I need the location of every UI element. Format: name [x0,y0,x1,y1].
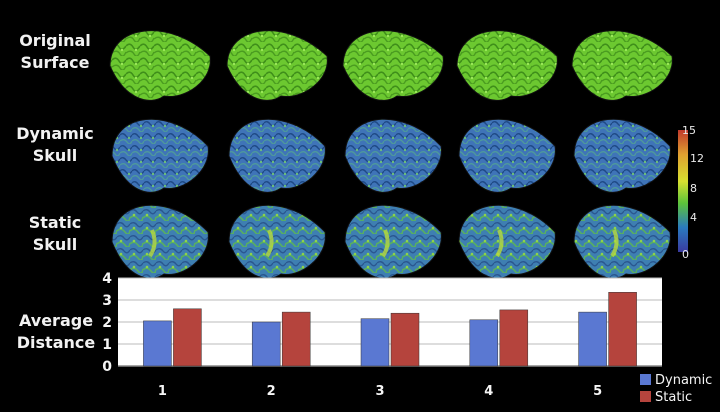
bar-static-4 [499,309,529,367]
y-axis-label: Average Distance [16,311,96,352]
brain-static-5 [573,204,671,279]
brain-static-2 [228,204,326,279]
legend: Dynamic Static [640,373,712,405]
bar-static-2 [281,311,311,367]
colorbar-gradient [678,130,688,252]
row-label-dynamic-skull: Dynamic Skull [16,124,94,165]
brain-original-5 [571,30,673,101]
bar-dynamic-5 [578,311,607,367]
colorbar-tick: 8 [690,182,697,195]
y-axis-ticks: 0 1 2 3 4 [102,271,112,375]
brain-dynamic-1 [111,118,209,193]
colorbar-tick: 12 [690,152,704,165]
y-tick-label: 0 [102,359,112,375]
bar-static-3 [390,312,420,367]
y-tick-label: 3 [102,293,112,309]
brain-static-4 [458,204,556,279]
brain-original-1 [109,30,211,101]
bar-static-5 [608,292,637,367]
x-tick-label: 3 [375,384,384,399]
bar-static-1 [173,308,202,367]
bar-dynamic-1 [143,320,172,367]
x-tick-label: 2 [267,384,276,399]
x-tick-label: 4 [484,384,493,399]
brain-dynamic-5 [573,118,671,193]
bar-dynamic-3 [360,318,390,367]
y-tick-label: 1 [102,337,112,353]
brain-dynamic-2 [228,118,326,193]
y-tick-label: 2 [102,315,112,331]
row-label-static-skull: Static Skull [28,213,82,254]
y-tick-label: 4 [102,271,112,287]
chart-bars [143,292,637,367]
legend-swatch-dynamic [640,374,651,385]
colorbar-tick: 4 [690,211,697,224]
x-tick-label: 1 [158,384,167,399]
brain-original-4 [456,30,558,101]
brain-static-3 [344,204,442,279]
colorbar-tick: 15 [682,124,696,137]
chart-gridlines [118,277,662,367]
colorbar: 15 12 8 4 0 [678,124,704,261]
legend-label-static: Static [655,390,692,405]
colorbar-tick: 0 [682,248,689,261]
brain-original-2 [226,30,328,101]
brain-static-1 [111,204,209,279]
legend-swatch-static [640,391,651,402]
bar-dynamic-4 [469,319,499,367]
legend-label-dynamic: Dynamic [655,373,712,388]
bar-dynamic-2 [251,321,281,367]
x-axis-ticks: 1 2 3 4 5 [158,384,602,399]
brain-original-3 [342,30,444,101]
x-tick-label: 5 [593,384,602,399]
brain-dynamic-4 [458,118,556,193]
brain-dynamic-3 [344,118,442,193]
row-label-original-surface: Original Surface [19,31,91,72]
